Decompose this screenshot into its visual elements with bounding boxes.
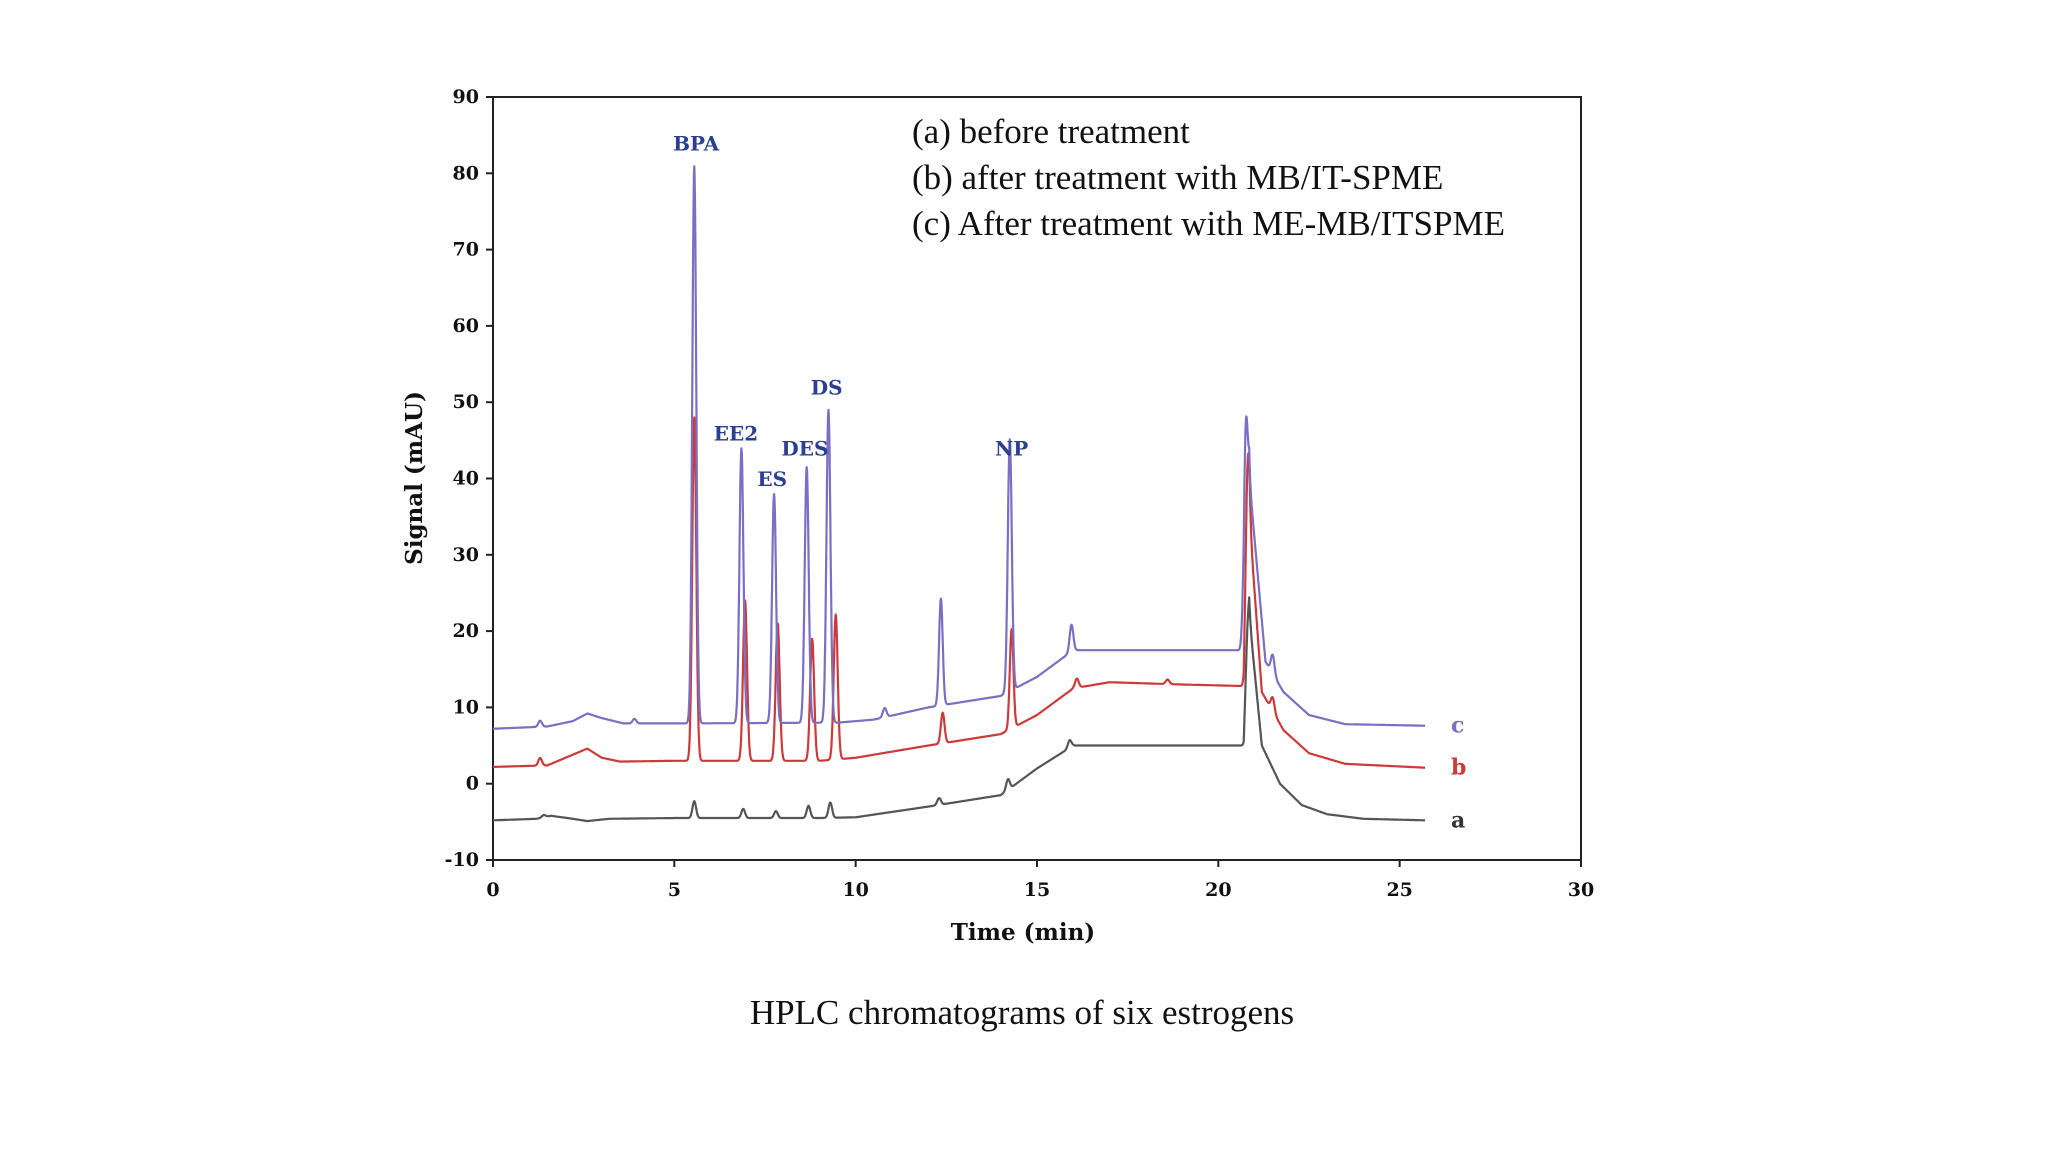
x-tick-label: 5 — [668, 879, 681, 901]
trace-label-b: b — [1451, 755, 1466, 781]
series-line-b — [492, 416, 1426, 769]
peak-label-np: NP — [995, 437, 1028, 461]
x-tick-label: 30 — [1568, 879, 1594, 901]
series-line-a — [492, 596, 1426, 823]
x-tick-label: 20 — [1205, 879, 1231, 901]
x-tick-label: 25 — [1386, 879, 1412, 901]
trace-labels: abc — [1451, 713, 1466, 834]
y-tick-label: 90 — [453, 86, 479, 108]
peak-label-ds: DS — [811, 376, 843, 400]
y-tick-label: 60 — [453, 315, 479, 337]
legend-line-c: (c) After treatment with ME-MB/ITSPME — [912, 204, 1505, 243]
y-tick-label: 50 — [453, 391, 479, 413]
x-tick-label: 15 — [1024, 879, 1050, 901]
x-axis-title: Time (min) — [951, 919, 1095, 946]
y-tick-label: 10 — [453, 696, 479, 718]
peak-label-ee2: EE2 — [714, 421, 758, 445]
peak-label-bpa: BPA — [673, 131, 719, 155]
legend-line-a: (a) before treatment — [912, 112, 1190, 151]
y-tick-label: -10 — [445, 849, 479, 871]
y-tick-label: 0 — [466, 773, 479, 795]
y-axis-title: Signal (mAU) — [401, 391, 428, 565]
x-tick-label: 0 — [486, 879, 499, 901]
y-tick-label: 40 — [453, 468, 479, 490]
y-tick-label: 70 — [453, 239, 479, 261]
series-line-c — [492, 165, 1426, 730]
x-axis-ticks: 0 5 10 15 20 25 30 — [486, 860, 1594, 901]
peak-labels: BPA EE2 ES DES DS NP — [673, 131, 1028, 491]
trace-label-a: a — [1451, 807, 1465, 833]
series-lines — [492, 165, 1426, 823]
figure-caption: HPLC chromatograms of six estrogens — [750, 993, 1294, 1032]
y-tick-label: 20 — [453, 620, 479, 642]
y-tick-label: 80 — [453, 162, 479, 184]
legend-line-b: (b) after treatment with MB/IT-SPME — [912, 158, 1443, 197]
trace-label-c: c — [1451, 713, 1464, 739]
peak-label-es: ES — [757, 467, 787, 491]
y-axis-ticks: -10 0 10 20 30 40 50 60 70 80 90 — [445, 86, 493, 871]
y-tick-label: 30 — [453, 544, 479, 566]
x-tick-label: 10 — [842, 879, 868, 901]
peak-label-des: DES — [781, 437, 828, 461]
